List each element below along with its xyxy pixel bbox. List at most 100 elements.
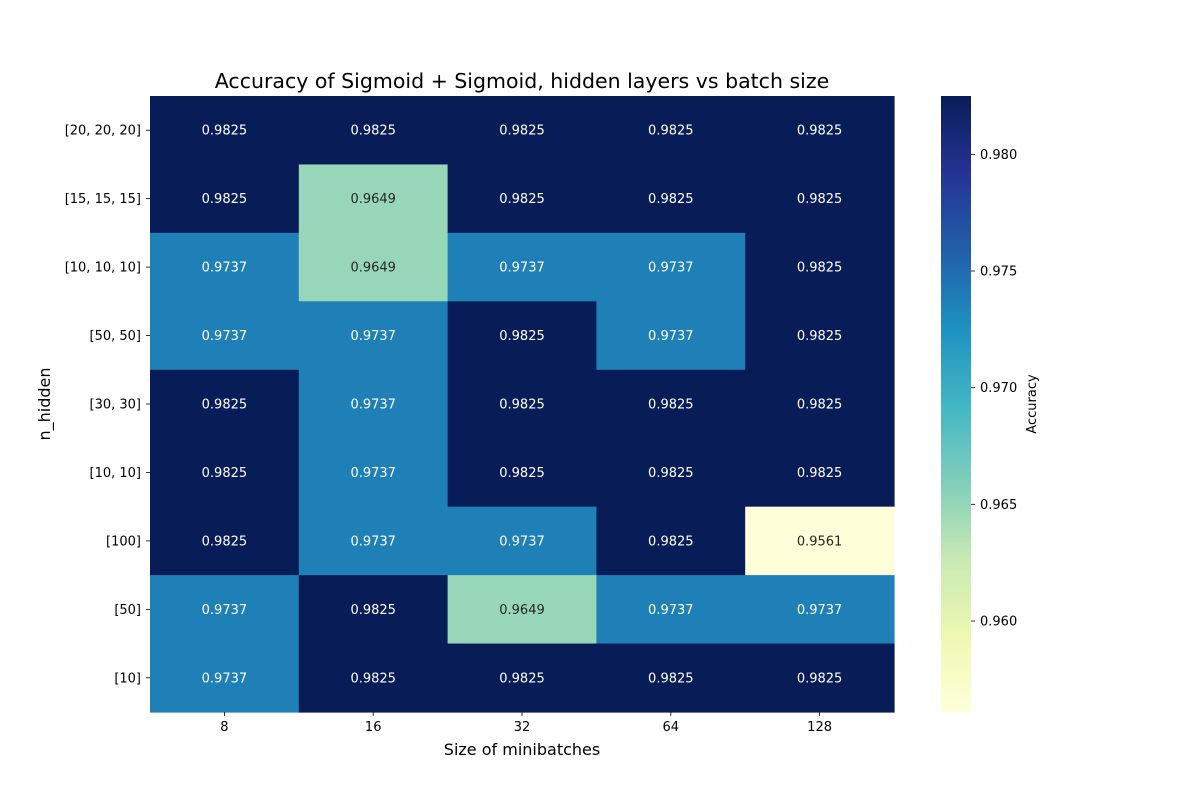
heatmap-cell [150,575,300,645]
cell-value-label: 0.9737 [202,261,248,276]
cell-value-label: 0.9825 [648,192,694,207]
cell-value-label: 0.9649 [499,603,545,618]
heatmap-cell [150,164,300,234]
heatmap-cell [447,438,597,508]
cell-value-label: 0.9825 [350,603,396,618]
cell-value-label: 0.9825 [202,192,248,207]
heatmap-cell [745,643,895,713]
cell-value-label: 0.9825 [648,534,694,549]
heatmap-cell [298,369,449,439]
heatmap-cell [447,643,597,713]
heatmap-cell [596,369,746,439]
heatmap-cell [447,96,597,166]
colorbar-gradient [941,96,971,712]
cell-value-label: 0.9825 [499,398,545,413]
cell-value-label: 0.9825 [648,124,694,139]
colorbar-tick-label: 0.975 [980,265,1017,280]
y-tick-label: [100] [106,534,141,549]
cell-value-label: 0.9737 [350,466,396,481]
heatmap-cell [298,643,449,713]
y-tick-label: [10, 10] [90,466,142,481]
x-axis-label: Size of minibatches [444,740,600,759]
cell-value-label: 0.9825 [499,466,545,481]
cell-value-label: 0.9561 [797,534,843,549]
y-tick-label: [50] [114,603,141,618]
heatmap-cell [596,301,746,371]
heatmap-cell [150,643,300,713]
cell-value-label: 0.9825 [499,671,545,686]
cell-value-label: 0.9737 [648,329,694,344]
heatmap-cell [298,164,449,234]
cell-value-label: 0.9825 [350,671,396,686]
cell-value-label: 0.9825 [648,466,694,481]
cell-value-label: 0.9825 [797,398,843,413]
chart-title: Accuracy of Sigmoid + Sigmoid, hidden la… [215,69,829,93]
y-tick-label: [10, 10, 10] [65,261,141,276]
cell-value-label: 0.9737 [797,603,843,618]
cell-value-label: 0.9825 [499,329,545,344]
heatmap-cell [596,232,746,302]
colorbar-tick-label: 0.970 [980,381,1017,396]
colorbar-label: Accuracy [1025,374,1040,434]
cell-value-label: 0.9825 [648,671,694,686]
heatmap-cell [745,506,895,576]
y-axis-label: n_hidden [35,367,55,440]
colorbar-tick-label: 0.980 [980,148,1017,163]
x-tick-label: 32 [514,720,531,735]
heatmap-cell [447,506,597,576]
heatmap-cell [150,232,300,302]
heatmap-cell [447,232,597,302]
heatmap-cell [745,369,895,439]
heatmap-cell [298,506,449,576]
heatmap-cell [150,506,300,576]
cell-value-label: 0.9825 [202,466,248,481]
heatmap-cell [596,643,746,713]
heatmap-cell [298,575,449,645]
cell-value-label: 0.9825 [797,261,843,276]
heatmap-cell [596,438,746,508]
cell-value-label: 0.9737 [350,534,396,549]
cell-value-label: 0.9737 [648,603,694,618]
y-tick-label: [30, 30] [90,398,142,413]
x-tick-label: 16 [365,720,382,735]
heatmap-cell [596,575,746,645]
cell-value-label: 0.9825 [797,192,843,207]
heatmap-cell [447,164,597,234]
cell-value-label: 0.9825 [797,329,843,344]
cell-value-label: 0.9649 [350,261,396,276]
cell-value-label: 0.9825 [499,124,545,139]
heatmap-cell [447,301,597,371]
cell-value-label: 0.9825 [202,534,248,549]
heatmap-cell [596,506,746,576]
heatmap-cell [298,232,449,302]
cell-value-label: 0.9825 [797,466,843,481]
x-tick-label: 128 [807,720,832,735]
y-tick-label: [20, 20, 20] [65,124,141,139]
heatmap-cell [745,96,895,166]
cell-value-label: 0.9737 [202,671,248,686]
heatmap-cell [745,301,895,371]
cell-value-label: 0.9737 [499,261,545,276]
y-axis: [20, 20, 20] [15, 15, 15] [10, 10, 10] [50,… [65,124,150,686]
heatmap-cell [150,369,300,439]
cell-value-label: 0.9825 [648,398,694,413]
cell-value-label: 0.9825 [202,124,248,139]
x-tick-label: 64 [663,720,680,735]
cell-value-label: 0.9737 [350,398,396,413]
heatmap-cell [150,438,300,508]
cell-value-label: 0.9737 [350,329,396,344]
heatmap-cell [447,575,597,645]
y-tick-label: [10] [114,671,141,686]
cell-value-label: 0.9825 [797,671,843,686]
cell-value-label: 0.9825 [202,398,248,413]
cell-value-label: 0.9737 [648,261,694,276]
heatmap-cell [596,164,746,234]
heatmap-cell [447,369,597,439]
heatmap-cell [745,232,895,302]
y-tick-label: [50, 50] [90,329,142,344]
heatmap-cell [298,438,449,508]
cell-value-label: 0.9825 [350,124,396,139]
cell-value-label: 0.9737 [202,603,248,618]
colorbar: 0.960 0.965 0.970 0.975 0.980 Accuracy [941,96,1040,712]
